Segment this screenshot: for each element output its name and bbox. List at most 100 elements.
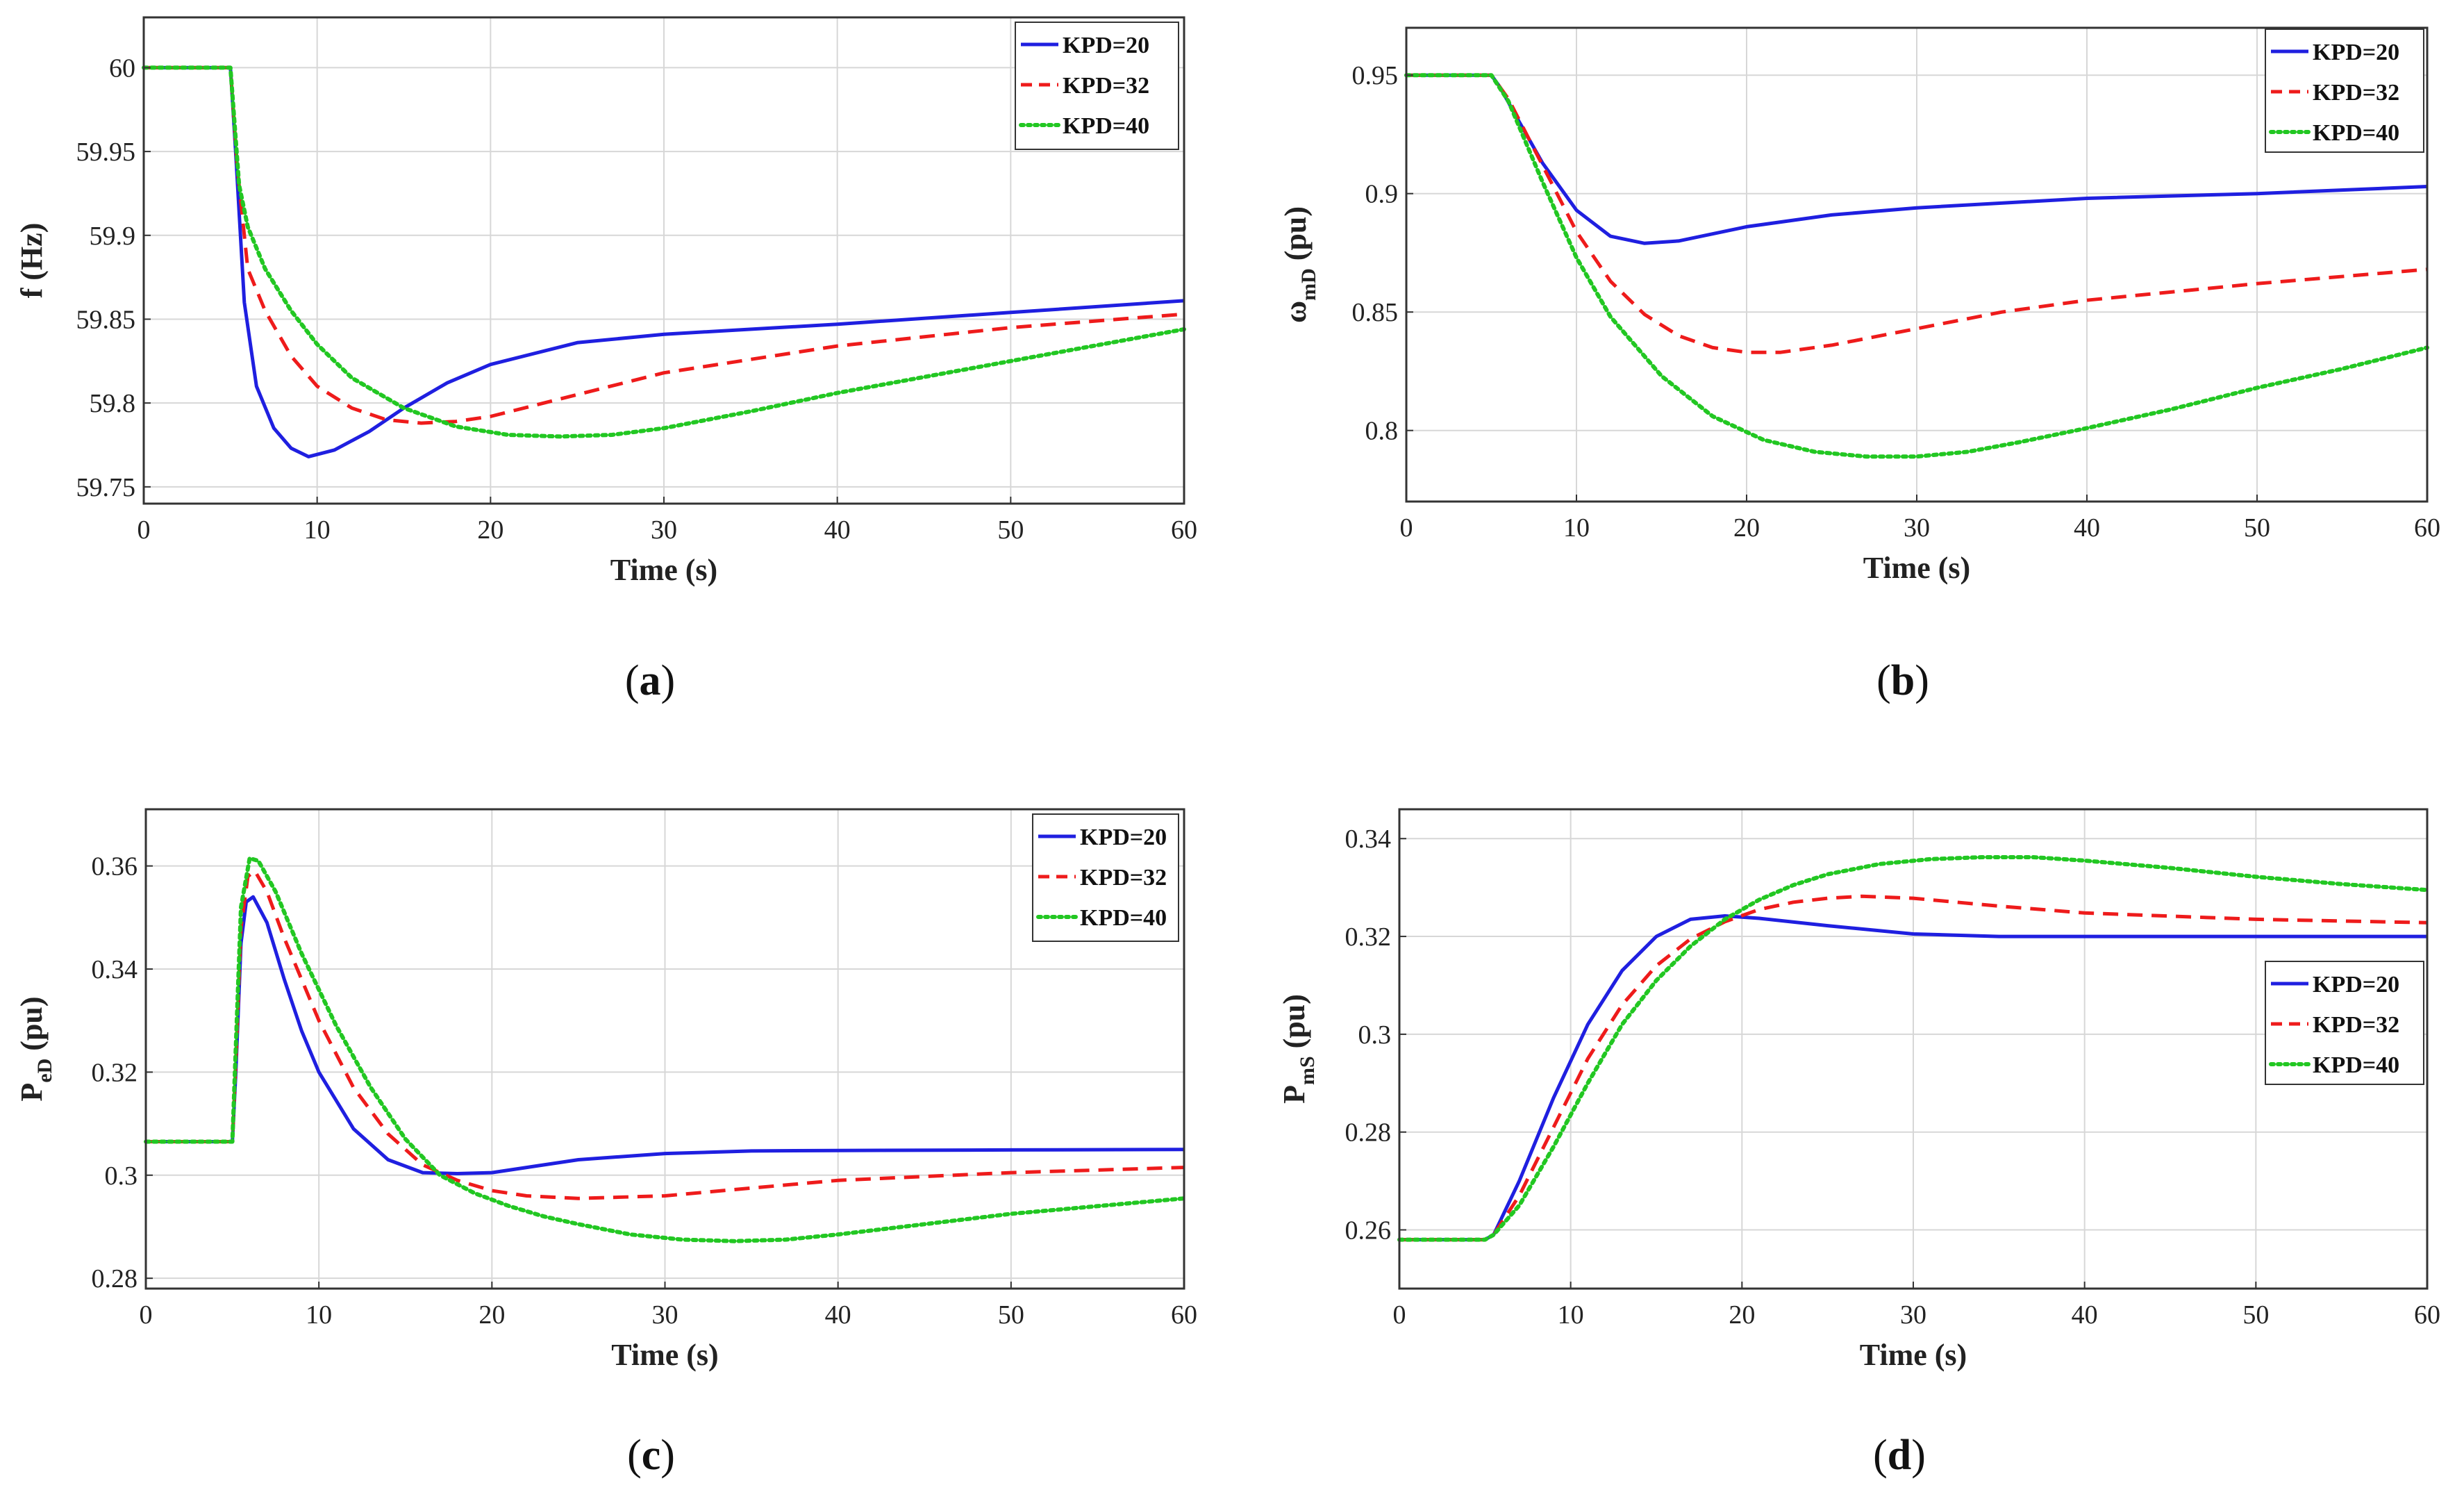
x-tick-label: 0 xyxy=(140,1300,153,1330)
x-tick-label: 30 xyxy=(652,1300,679,1330)
y-axis-label: ωmD (pu) xyxy=(1279,206,1320,323)
chart-panel-b: 0 10 20 30 40 50 60 0.8 0.85 0.9 0.95 Time (s) ωmD (… xyxy=(1279,26,2440,704)
x-tick-label: 0 xyxy=(138,515,151,545)
x-tick-label: 40 xyxy=(2074,513,2100,543)
panel-caption: (b) xyxy=(1876,657,1929,704)
legend-label: KPD=20 xyxy=(2313,40,2399,65)
y-axis-label: PmS (pu) xyxy=(1277,994,1319,1104)
x-tick-label: 10 xyxy=(1558,1300,1584,1330)
series-line-kpd-32 xyxy=(146,869,1185,1200)
x-tick-label: 50 xyxy=(2242,1300,2269,1330)
y-axis-label-main: f (Hz) xyxy=(15,223,49,299)
y-tick-label: 0.3 xyxy=(105,1161,138,1191)
y-tick-label: 59.9 xyxy=(90,222,136,251)
panel-caption: (c) xyxy=(627,1432,675,1479)
series-line-kpd-40 xyxy=(1397,855,2429,1242)
legend-label: KPD=32 xyxy=(2313,80,2399,106)
y-axis-label: f (Hz) xyxy=(15,223,49,299)
series-line-kpd-20 xyxy=(146,895,1185,1175)
y-axis-label-unit: (pu) xyxy=(1277,994,1311,1056)
x-axis-label: Time (s) xyxy=(1860,1338,1967,1372)
y-tick-label: 60 xyxy=(109,53,135,83)
chart-panel-c: 0 10 20 30 40 50 60 0.28 0.3 0.32 0.34 0.36 Time (s)… xyxy=(15,808,1197,1479)
y-tick-label: 0.34 xyxy=(92,955,138,984)
legend-label: KPD=32 xyxy=(2313,1012,2399,1038)
x-tick-label: 60 xyxy=(2414,1300,2440,1330)
series-line-kpd-40 xyxy=(1404,73,2429,459)
x-tick-label: 60 xyxy=(2414,513,2440,543)
x-tick-label: 50 xyxy=(2244,513,2270,543)
series-line-kpd-40 xyxy=(142,65,1186,439)
y-tick-label: 0.3 xyxy=(1358,1020,1392,1050)
x-tick-label: 20 xyxy=(477,515,503,545)
x-tick-label: 50 xyxy=(998,1300,1024,1330)
x-axis-label: Time (s) xyxy=(1863,551,1970,585)
y-tick-label: 0.34 xyxy=(1345,825,1392,854)
x-tick-label: 20 xyxy=(1733,513,1760,543)
legend: KPD=20 KPD=32 KPD=40 xyxy=(1015,22,1179,150)
legend-label: KPD=40 xyxy=(2313,1052,2399,1078)
x-tick-label: 60 xyxy=(1171,1300,1197,1330)
y-axis-label-subscript: mD xyxy=(1297,268,1320,301)
legend: KPD=20 KPD=32 KPD=40 xyxy=(2265,28,2424,153)
x-tick-label: 30 xyxy=(651,515,677,545)
legend-label: KPD=20 xyxy=(1080,825,1167,850)
x-tick-label: 0 xyxy=(1393,1300,1406,1330)
y-tick-label: 0.32 xyxy=(92,1058,138,1087)
legend-label: KPD=40 xyxy=(1080,905,1167,931)
y-tick-label: 0.28 xyxy=(92,1264,138,1293)
series-line-kpd-40 xyxy=(144,856,1186,1243)
y-tick-label: 59.95 xyxy=(76,138,136,167)
chart-panel-d: 0 10 20 30 40 50 60 0.26 0.28 0.3 0.32 0.34 Time (s)… xyxy=(1277,808,2440,1479)
y-tick-label: 0.28 xyxy=(1345,1118,1392,1148)
x-tick-label: 60 xyxy=(1171,515,1197,545)
panel-caption: (d) xyxy=(1873,1432,1926,1479)
chart-panel-a: 0 10 20 30 40 50 60 59.75 59.8 59.85 59.9 59.95 60 Ti… xyxy=(15,16,1197,704)
y-axis-label-main: P xyxy=(1277,1085,1311,1104)
y-tick-label: 0.85 xyxy=(1352,298,1399,327)
series-line-kpd-32 xyxy=(144,65,1185,425)
x-tick-label: 40 xyxy=(825,1300,851,1330)
series-line-kpd-20 xyxy=(144,65,1185,458)
x-tick-label: 10 xyxy=(1563,513,1590,543)
x-tick-label: 50 xyxy=(997,515,1024,545)
series-line-kpd-20 xyxy=(1399,914,2427,1242)
x-tick-label: 30 xyxy=(1900,1300,1926,1330)
x-tick-label: 40 xyxy=(2072,1300,2098,1330)
y-axis-label-unit: (pu) xyxy=(1279,206,1313,268)
y-tick-label: 0.95 xyxy=(1352,61,1399,90)
y-axis-label-main: ω xyxy=(1279,301,1313,323)
y-axis-label-main: P xyxy=(15,1083,49,1102)
x-tick-label: 0 xyxy=(1400,513,1413,543)
y-axis-label-subscript: eD xyxy=(33,1059,56,1083)
y-tick-label: 59.8 xyxy=(90,389,136,418)
legend: KPD=20 KPD=32 KPD=40 xyxy=(1032,813,1179,942)
series-line-kpd-32 xyxy=(1406,73,2428,354)
y-axis-label-unit: (pu) xyxy=(15,996,49,1058)
legend-label: KPD=32 xyxy=(1063,73,1149,99)
y-tick-label: 0.9 xyxy=(1365,180,1399,209)
y-tick-label: 0.26 xyxy=(1345,1216,1392,1246)
x-tick-label: 30 xyxy=(1904,513,1930,543)
y-axis-label: PeD (pu) xyxy=(15,996,56,1101)
legend-label: KPD=20 xyxy=(1063,33,1149,58)
y-tick-label: 59.75 xyxy=(76,473,136,502)
x-tick-label: 10 xyxy=(306,1300,332,1330)
x-tick-label: 40 xyxy=(824,515,851,545)
x-axis-label: Time (s) xyxy=(610,553,717,587)
legend-label: KPD=40 xyxy=(2313,120,2399,146)
legend-label: KPD=32 xyxy=(1080,865,1167,891)
y-tick-label: 59.85 xyxy=(76,305,136,334)
x-tick-label: 10 xyxy=(304,515,331,545)
legend-label: KPD=20 xyxy=(2313,972,2399,998)
y-tick-label: 0.8 xyxy=(1365,417,1399,446)
x-axis-label: Time (s) xyxy=(611,1338,718,1372)
y-tick-label: 0.36 xyxy=(92,852,138,882)
x-tick-label: 20 xyxy=(1729,1300,1755,1330)
panel-caption: (a) xyxy=(625,657,675,704)
y-tick-label: 0.32 xyxy=(1345,922,1392,952)
x-tick-label: 20 xyxy=(478,1300,505,1330)
legend-label: KPD=40 xyxy=(1063,113,1149,139)
legend: KPD=20 KPD=32 KPD=40 xyxy=(2265,961,2424,1085)
